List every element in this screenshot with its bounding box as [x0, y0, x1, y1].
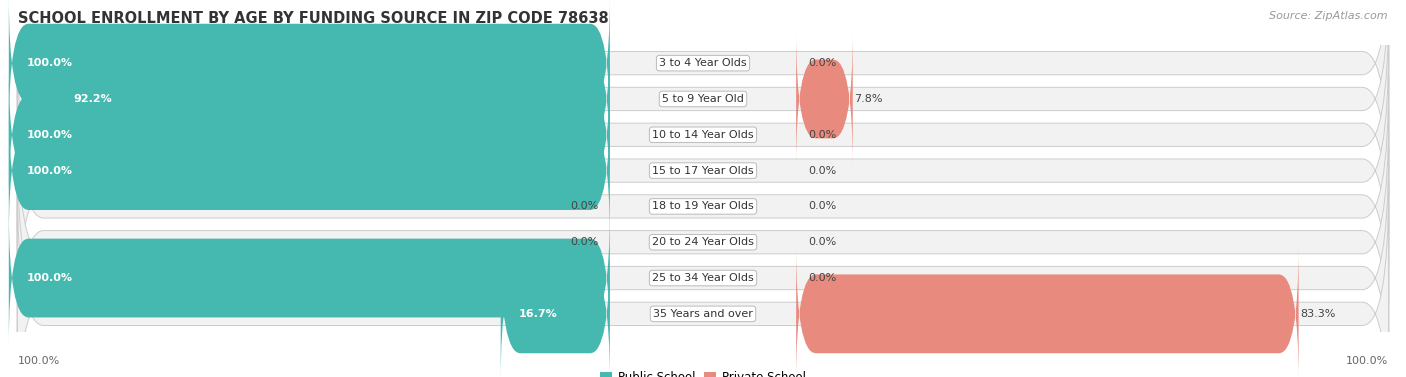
Text: 18 to 19 Year Olds: 18 to 19 Year Olds [652, 201, 754, 211]
FancyBboxPatch shape [17, 3, 1389, 267]
Text: 100.0%: 100.0% [1346, 356, 1388, 366]
Text: 100.0%: 100.0% [27, 273, 73, 283]
FancyBboxPatch shape [17, 110, 1389, 374]
FancyBboxPatch shape [55, 31, 610, 167]
Text: 0.0%: 0.0% [808, 58, 837, 68]
FancyBboxPatch shape [17, 182, 1389, 377]
FancyBboxPatch shape [8, 103, 610, 239]
FancyBboxPatch shape [8, 210, 610, 346]
Text: 5 to 9 Year Old: 5 to 9 Year Old [662, 94, 744, 104]
Text: 7.8%: 7.8% [853, 94, 883, 104]
Text: 100.0%: 100.0% [27, 130, 73, 140]
Text: 16.7%: 16.7% [519, 309, 558, 319]
Text: 35 Years and over: 35 Years and over [652, 309, 754, 319]
Text: Source: ZipAtlas.com: Source: ZipAtlas.com [1270, 11, 1388, 21]
Text: 100.0%: 100.0% [27, 58, 73, 68]
FancyBboxPatch shape [17, 146, 1389, 377]
Text: 0.0%: 0.0% [569, 201, 598, 211]
Text: 15 to 17 Year Olds: 15 to 17 Year Olds [652, 166, 754, 176]
Text: 0.0%: 0.0% [808, 130, 837, 140]
Text: 100.0%: 100.0% [27, 166, 73, 176]
FancyBboxPatch shape [17, 75, 1389, 338]
FancyBboxPatch shape [796, 246, 1299, 377]
FancyBboxPatch shape [17, 0, 1389, 231]
FancyBboxPatch shape [8, 0, 610, 131]
Text: 20 to 24 Year Olds: 20 to 24 Year Olds [652, 237, 754, 247]
FancyBboxPatch shape [501, 246, 610, 377]
Text: 10 to 14 Year Olds: 10 to 14 Year Olds [652, 130, 754, 140]
Text: 3 to 4 Year Olds: 3 to 4 Year Olds [659, 58, 747, 68]
Legend: Public School, Private School: Public School, Private School [595, 366, 811, 377]
Text: 92.2%: 92.2% [73, 94, 112, 104]
FancyBboxPatch shape [17, 0, 1389, 195]
FancyBboxPatch shape [796, 31, 852, 167]
Text: 0.0%: 0.0% [808, 166, 837, 176]
Text: 83.3%: 83.3% [1301, 309, 1336, 319]
FancyBboxPatch shape [8, 67, 610, 203]
Text: 0.0%: 0.0% [808, 273, 837, 283]
Text: 0.0%: 0.0% [808, 201, 837, 211]
FancyBboxPatch shape [17, 39, 1389, 302]
Text: 25 to 34 Year Olds: 25 to 34 Year Olds [652, 273, 754, 283]
Text: SCHOOL ENROLLMENT BY AGE BY FUNDING SOURCE IN ZIP CODE 78638: SCHOOL ENROLLMENT BY AGE BY FUNDING SOUR… [18, 11, 609, 26]
Text: 100.0%: 100.0% [18, 356, 60, 366]
Text: 0.0%: 0.0% [569, 237, 598, 247]
Text: 0.0%: 0.0% [808, 237, 837, 247]
